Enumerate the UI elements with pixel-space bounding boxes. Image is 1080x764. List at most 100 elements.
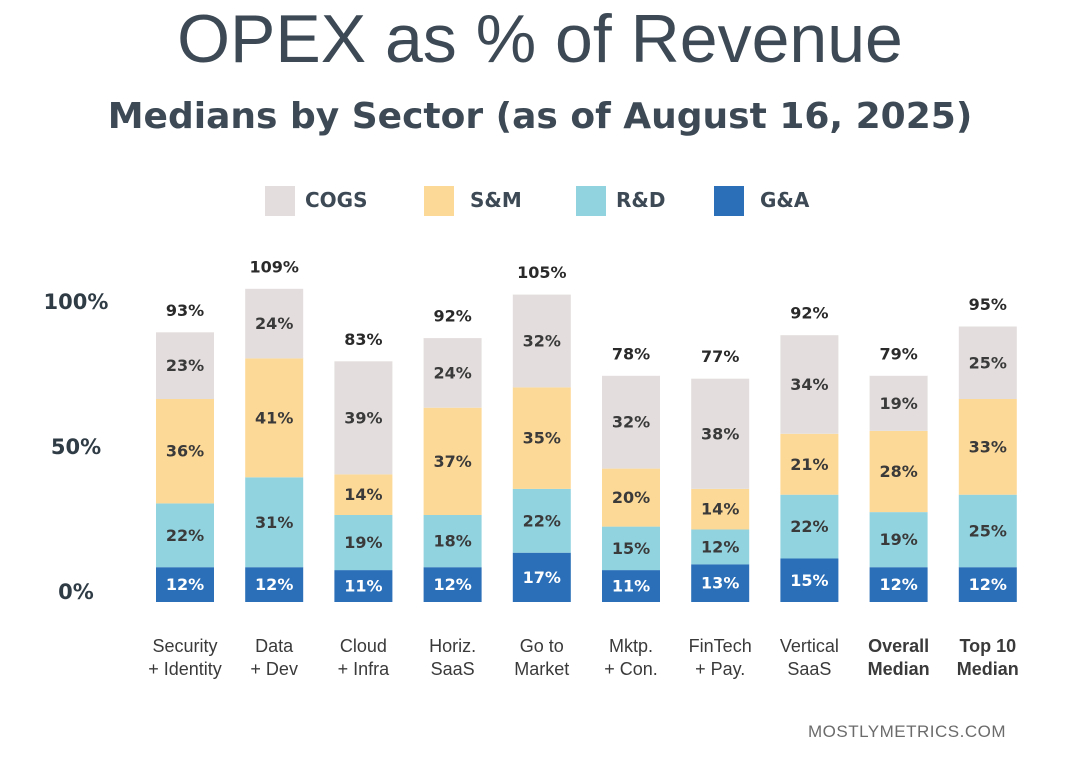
bar-segment bbox=[334, 474, 393, 515]
bar-segment bbox=[602, 375, 660, 469]
y-tick-label: 0% bbox=[58, 580, 94, 604]
bar-segment bbox=[512, 552, 571, 602]
bar-segment bbox=[780, 335, 839, 434]
bar-segment bbox=[512, 387, 571, 489]
data-label: 34% bbox=[790, 375, 828, 394]
data-label: 17% bbox=[523, 568, 561, 587]
data-label: 15% bbox=[612, 539, 650, 558]
data-label: 12% bbox=[433, 575, 471, 594]
total-label: 83% bbox=[344, 330, 382, 349]
data-label: 41% bbox=[255, 408, 293, 427]
bar-segment bbox=[423, 338, 482, 408]
bar-segment bbox=[602, 570, 660, 602]
bar-segment bbox=[602, 526, 660, 571]
legend: COGS S&M R&D G&A bbox=[0, 184, 1080, 224]
bar-segment bbox=[245, 358, 304, 478]
x-tick-label: SaaS bbox=[431, 659, 475, 679]
bar-segment bbox=[691, 488, 750, 530]
data-label: 14% bbox=[344, 485, 382, 504]
bar-segment bbox=[602, 468, 660, 527]
bar-segment bbox=[869, 567, 928, 602]
bar-segment bbox=[691, 529, 750, 565]
x-tick-label: + Infra bbox=[338, 659, 391, 679]
data-label: 18% bbox=[433, 532, 471, 551]
total-label: 92% bbox=[790, 304, 828, 323]
data-label: 21% bbox=[790, 455, 828, 474]
chart-title: OPEX as % of Revenue bbox=[177, 1, 903, 77]
x-tick-label: SaaS bbox=[787, 659, 831, 679]
data-label: 37% bbox=[433, 452, 471, 471]
legend-label-ga: G&A bbox=[760, 188, 810, 212]
bar-segment bbox=[512, 294, 571, 388]
data-label: 20% bbox=[612, 488, 650, 507]
bar-segment bbox=[691, 564, 750, 602]
legend-label-rd: R&D bbox=[616, 188, 666, 212]
data-label: 32% bbox=[612, 413, 650, 432]
x-tick-label: Median bbox=[868, 659, 930, 679]
bar-segment bbox=[334, 570, 393, 602]
legend-swatch-ga bbox=[714, 186, 744, 216]
legend-label-cogs: COGS bbox=[305, 188, 368, 212]
data-label: 38% bbox=[701, 424, 739, 443]
data-label: 12% bbox=[166, 575, 204, 594]
bar-segment bbox=[512, 488, 571, 553]
bar-segment bbox=[156, 567, 214, 602]
x-tick-label: Data bbox=[255, 636, 294, 656]
y-tick-label: 50% bbox=[51, 435, 101, 459]
total-label: 109% bbox=[249, 257, 298, 276]
total-label: 105% bbox=[517, 263, 566, 282]
bar-segment bbox=[334, 515, 393, 571]
bar-segment bbox=[156, 332, 214, 399]
bar-segment bbox=[423, 515, 482, 568]
data-label: 22% bbox=[790, 517, 828, 536]
data-label: 36% bbox=[166, 442, 204, 461]
x-tick-label: + Con. bbox=[604, 659, 658, 679]
bar-segment bbox=[156, 503, 214, 568]
bar-segment bbox=[958, 399, 1017, 495]
x-tick-label: Horiz. bbox=[429, 636, 476, 656]
x-tick-label: Mktp. bbox=[609, 636, 653, 656]
bar-segment bbox=[869, 375, 928, 431]
bar-segment bbox=[156, 399, 214, 504]
bar-segment bbox=[423, 407, 482, 515]
data-label: 19% bbox=[879, 530, 917, 549]
total-label: 95% bbox=[969, 295, 1007, 314]
source-credit: MOSTLYMETRICS.COM bbox=[807, 722, 1006, 741]
x-tick-label: Security bbox=[152, 636, 217, 656]
data-label: 32% bbox=[523, 332, 561, 351]
total-label: 93% bbox=[166, 301, 204, 320]
data-label: 28% bbox=[879, 462, 917, 481]
bar-segment bbox=[245, 477, 304, 568]
x-tick-label: Cloud bbox=[340, 636, 387, 656]
x-tick-label: + Dev bbox=[250, 659, 298, 679]
bar-segment bbox=[958, 494, 1017, 568]
data-label: 13% bbox=[701, 574, 739, 593]
legend-label-sm: S&M bbox=[470, 188, 522, 212]
bar-segment bbox=[958, 567, 1017, 602]
bar-segment bbox=[780, 558, 839, 602]
data-label: 12% bbox=[969, 575, 1007, 594]
data-label: 39% bbox=[344, 408, 382, 427]
data-label: 11% bbox=[344, 577, 382, 596]
chart-subtitle: Medians by Sector (as of August 16, 2025… bbox=[107, 96, 973, 137]
x-tick-label: Go to bbox=[520, 636, 564, 656]
data-label: 33% bbox=[969, 437, 1007, 456]
x-tick-label: + Pay. bbox=[695, 659, 745, 679]
bar-segment bbox=[958, 326, 1017, 399]
data-label: 15% bbox=[790, 571, 828, 590]
data-label: 31% bbox=[255, 513, 293, 532]
data-label: 23% bbox=[166, 356, 204, 375]
data-label: 22% bbox=[166, 526, 204, 545]
data-label: 24% bbox=[255, 314, 293, 333]
y-tick-label: 100% bbox=[44, 290, 109, 314]
legend-swatch-sm bbox=[424, 186, 454, 216]
bar-segment bbox=[780, 433, 839, 495]
data-label: 25% bbox=[969, 521, 1007, 540]
data-label: 35% bbox=[523, 429, 561, 448]
data-label: 12% bbox=[879, 575, 917, 594]
x-tick-label: Median bbox=[957, 659, 1019, 679]
legend-swatch-rd bbox=[576, 186, 606, 216]
bar-segment bbox=[334, 361, 393, 475]
data-label: 24% bbox=[433, 363, 471, 382]
